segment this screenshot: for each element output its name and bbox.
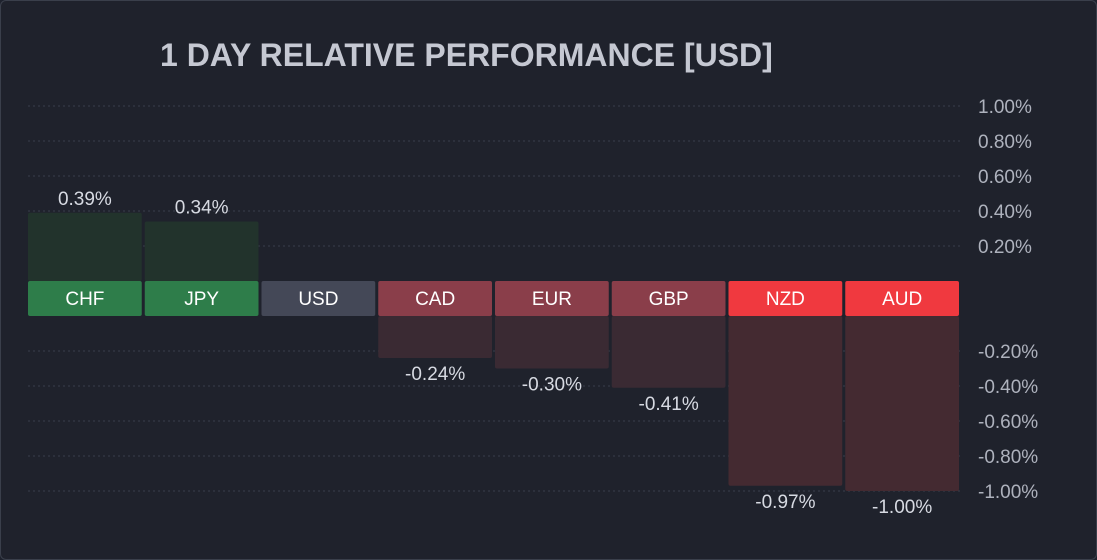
category-pill-jpy[interactable]: [144, 281, 259, 316]
category-label-aud: AUD: [882, 289, 922, 310]
y-tick-label: 0.60%: [978, 167, 1032, 188]
value-label-nzd: -0.97%: [755, 492, 815, 513]
value-label-chf: 0.39%: [58, 189, 112, 210]
y-tick-label: -0.40%: [978, 377, 1038, 398]
category-label-chf: CHF: [65, 289, 104, 310]
category-pill-nzd[interactable]: [728, 281, 843, 316]
y-axis-ticks: 1.00% 0.80% 0.60% 0.40% 0.20% -0.20% -0.40% -0.…: [978, 97, 1038, 503]
category-pill-usd[interactable]: [261, 281, 376, 316]
category-label-usd: USD: [298, 289, 338, 310]
bar-cad[interactable]: [378, 316, 492, 358]
category-pill-cad[interactable]: [378, 281, 492, 316]
y-tick-label: 0.40%: [978, 202, 1032, 223]
category-pill-gbp[interactable]: [611, 281, 726, 316]
y-tick-label: 0.20%: [978, 237, 1032, 258]
category-label-jpy: JPY: [184, 289, 219, 310]
y-tick-label: -1.00%: [978, 482, 1038, 503]
category-pill-aud[interactable]: [845, 281, 959, 316]
value-labels: 0.39% 0.34% -0.24% -0.30% -0.41% -0.97% -1.00%: [58, 189, 932, 518]
category-label-nzd: NZD: [766, 289, 805, 310]
y-tick-label: 1.00%: [978, 97, 1032, 118]
y-tick-label: -0.20%: [978, 342, 1038, 363]
bar-nzd[interactable]: [728, 316, 843, 486]
bar-aud[interactable]: [845, 316, 959, 491]
value-label-eur: -0.30%: [522, 375, 582, 396]
bar-jpy[interactable]: [144, 221, 259, 282]
y-tick-label: -0.60%: [978, 412, 1038, 433]
category-label-eur: EUR: [532, 289, 572, 310]
value-label-aud: -1.00%: [872, 497, 932, 518]
category-label-gbp: GBP: [649, 289, 689, 310]
chart-title: 1 DAY RELATIVE PERFORMANCE [USD]: [160, 37, 773, 73]
bar-gbp[interactable]: [611, 316, 726, 388]
category-pill-eur[interactable]: [495, 281, 609, 316]
category-pills: CHF JPY USD CAD EUR GBP NZD AUD: [28, 281, 959, 316]
grid-lines: [28, 105, 962, 492]
y-tick-label: 0.80%: [978, 132, 1032, 153]
y-tick-label: -0.80%: [978, 447, 1038, 468]
value-label-cad: -0.24%: [405, 364, 465, 385]
category-pill-chf[interactable]: [28, 281, 142, 316]
bars: [28, 212, 959, 491]
bar-chf[interactable]: [28, 212, 142, 281]
bar-eur[interactable]: [495, 316, 609, 369]
value-label-gbp: -0.41%: [639, 394, 699, 415]
category-label-cad: CAD: [415, 289, 455, 310]
value-label-jpy: 0.34%: [175, 198, 229, 219]
